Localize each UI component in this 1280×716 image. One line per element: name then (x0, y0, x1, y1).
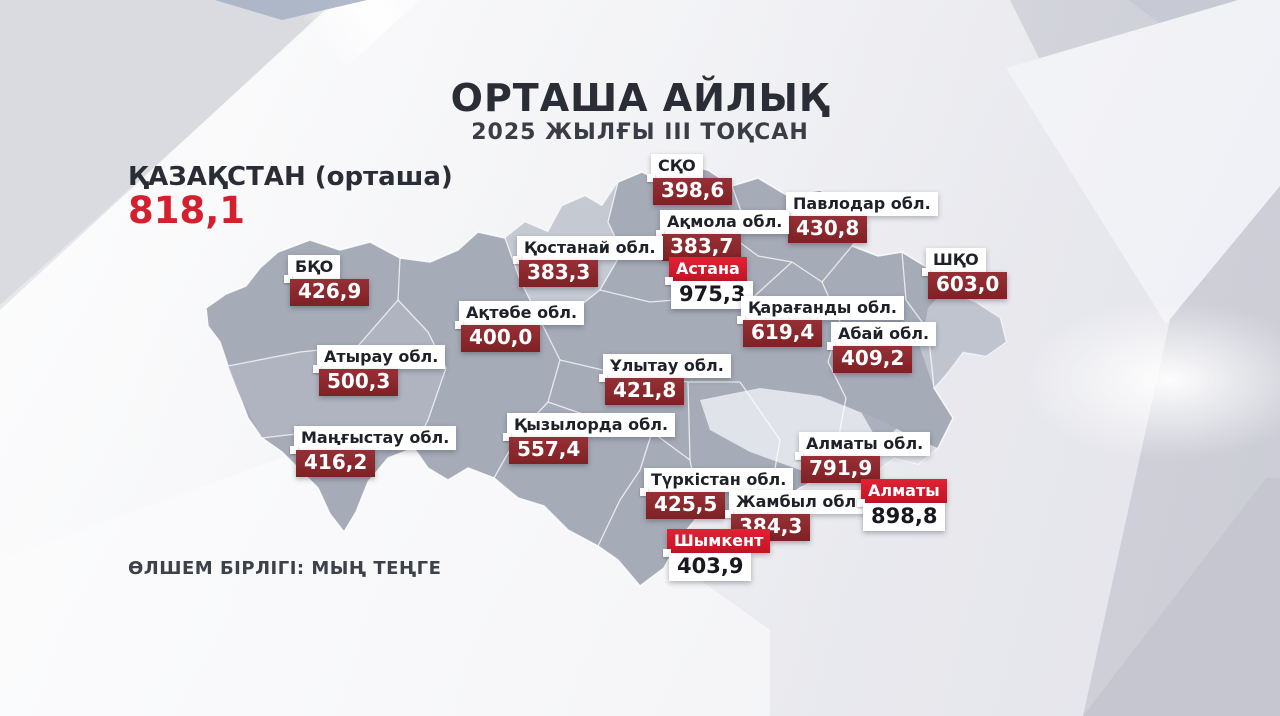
region-value: 416,2 (296, 450, 376, 478)
city-value: 403,9 (669, 553, 752, 582)
label-aktobe: Ақтөбе обл. 400,0 (454, 301, 585, 353)
region-name: Ақмола обл. (655, 210, 790, 239)
region-name: Абай обл. (826, 322, 937, 351)
label-atyrau: Атырау обл. 500,3 (312, 345, 446, 397)
page-title: ОРТАША АЙЛЫҚ (450, 76, 830, 120)
city-name: Алматы (857, 479, 947, 508)
region-value: 557,4 (509, 437, 589, 465)
region-value: 619,4 (743, 320, 823, 348)
label-shymkent: Шымкент 403,9 (662, 529, 771, 582)
label-shko: ШҚО 603,0 (922, 248, 1008, 300)
region-name: Ұлытау обл. (599, 354, 731, 383)
region-value: 500,3 (319, 369, 399, 397)
region-name: ШҚО (922, 248, 986, 277)
label-ulytau: Ұлытау обл. 421,8 (599, 354, 731, 406)
region-value: 398,6 (653, 178, 733, 206)
region-value: 400,0 (461, 325, 541, 353)
region-name: БҚО (283, 255, 341, 284)
region-name: Жамбыл обл. (724, 490, 870, 519)
region-value: 426,9 (290, 279, 370, 307)
region-name: Алматы обл. (794, 432, 931, 461)
city-name: Шымкент (662, 529, 771, 558)
region-name: Қостанай обл. (513, 236, 663, 265)
region-value: 425,5 (646, 492, 726, 520)
label-abay: Абай обл. 409,2 (826, 322, 937, 374)
label-kostanay: Қостанай обл. 383,3 (513, 236, 663, 288)
region-value: 383,3 (519, 260, 599, 288)
region-value: 409,2 (833, 346, 913, 374)
region-name: Қарағанды обл. (737, 296, 904, 325)
label-almaty-obl: Алматы обл. 791,9 (794, 432, 931, 484)
label-akmola: Ақмола обл. 383,7 (655, 210, 790, 262)
region-name: СҚО (647, 154, 703, 183)
national-average-value: 818,1 (128, 189, 246, 232)
page-subtitle: 2025 ЖЫЛҒЫ III ТОҚСАН (471, 120, 809, 145)
label-kyzylorda: Қызылорда обл. 557,4 (502, 413, 676, 465)
label-pavlodar: Павлодар обл. 430,8 (782, 192, 938, 244)
city-value: 898,8 (863, 503, 946, 532)
region-name: Ақтөбе обл. (454, 301, 585, 330)
unit-note: ӨЛШЕМ БІРЛІГІ: МЫҢ ТЕҢГЕ (128, 558, 442, 579)
national-average-label: ҚАЗАҚСТАН (орташа) (128, 162, 453, 192)
region-name: Қызылорда обл. (502, 413, 676, 442)
region-name: Маңғыстау обл. (289, 426, 457, 455)
region-value: 421,8 (605, 378, 685, 406)
city-name: Астана (665, 257, 747, 286)
region-name: Түркістан обл. (639, 468, 794, 497)
region-name: Атырау обл. (312, 345, 446, 374)
label-almaty-city: Алматы 898,8 (857, 479, 947, 532)
region-value: 430,8 (788, 216, 868, 244)
label-bko: БҚО 426,9 (283, 255, 370, 307)
label-mangystau: Маңғыстау обл. 416,2 (289, 426, 457, 478)
region-value: 603,0 (928, 272, 1008, 300)
label-sko: СҚО 398,6 (647, 154, 733, 206)
region-name: Павлодар обл. (782, 192, 938, 221)
